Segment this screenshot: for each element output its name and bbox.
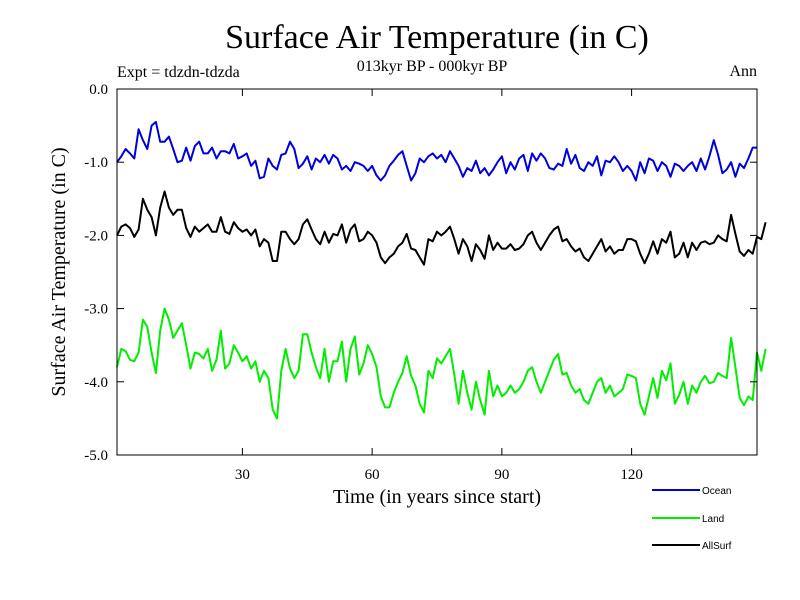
y-tick-label: -5.0 (84, 448, 108, 464)
legend-label-allsurf: AllSurf (702, 541, 732, 552)
axis-ticks: 30 60 90 120 0.0 -1.0 -2.0 -3.0 -4.0 -5.0 (84, 82, 757, 483)
legend-label-land: Land (702, 514, 724, 525)
x-tick-label: 120 (620, 467, 643, 483)
y-tick-label: -4.0 (84, 375, 108, 391)
chart-title: Surface Air Temperature (in C) (225, 19, 649, 56)
y-tick-label: 0.0 (89, 82, 108, 98)
y-axis-label: Surface Air Temperature (in C) (48, 147, 70, 396)
y-tick-label: -3.0 (84, 302, 108, 318)
chart-subtitle: 013kyr BP - 000kyr BP (357, 58, 508, 75)
plot-frame (116, 88, 758, 456)
series-line-land (116, 307, 767, 420)
x-axis-label: Time (in years since start) (333, 486, 541, 508)
legend: Ocean Land AllSurf (652, 486, 732, 552)
x-tick-label: 30 (235, 467, 250, 483)
x-tick-label: 60 (365, 467, 380, 483)
experiment-label: Expt = tdzdn-tdzda (117, 64, 240, 81)
y-tick-label: -2.0 (84, 228, 108, 244)
season-label: Ann (729, 63, 757, 80)
legend-label-ocean: Ocean (702, 486, 731, 497)
x-tick-label: 90 (494, 467, 509, 483)
y-tick-label: -1.0 (84, 155, 108, 171)
series-line-allsurf (116, 190, 767, 266)
series-line-ocean (116, 120, 757, 182)
series-lines (116, 120, 767, 420)
